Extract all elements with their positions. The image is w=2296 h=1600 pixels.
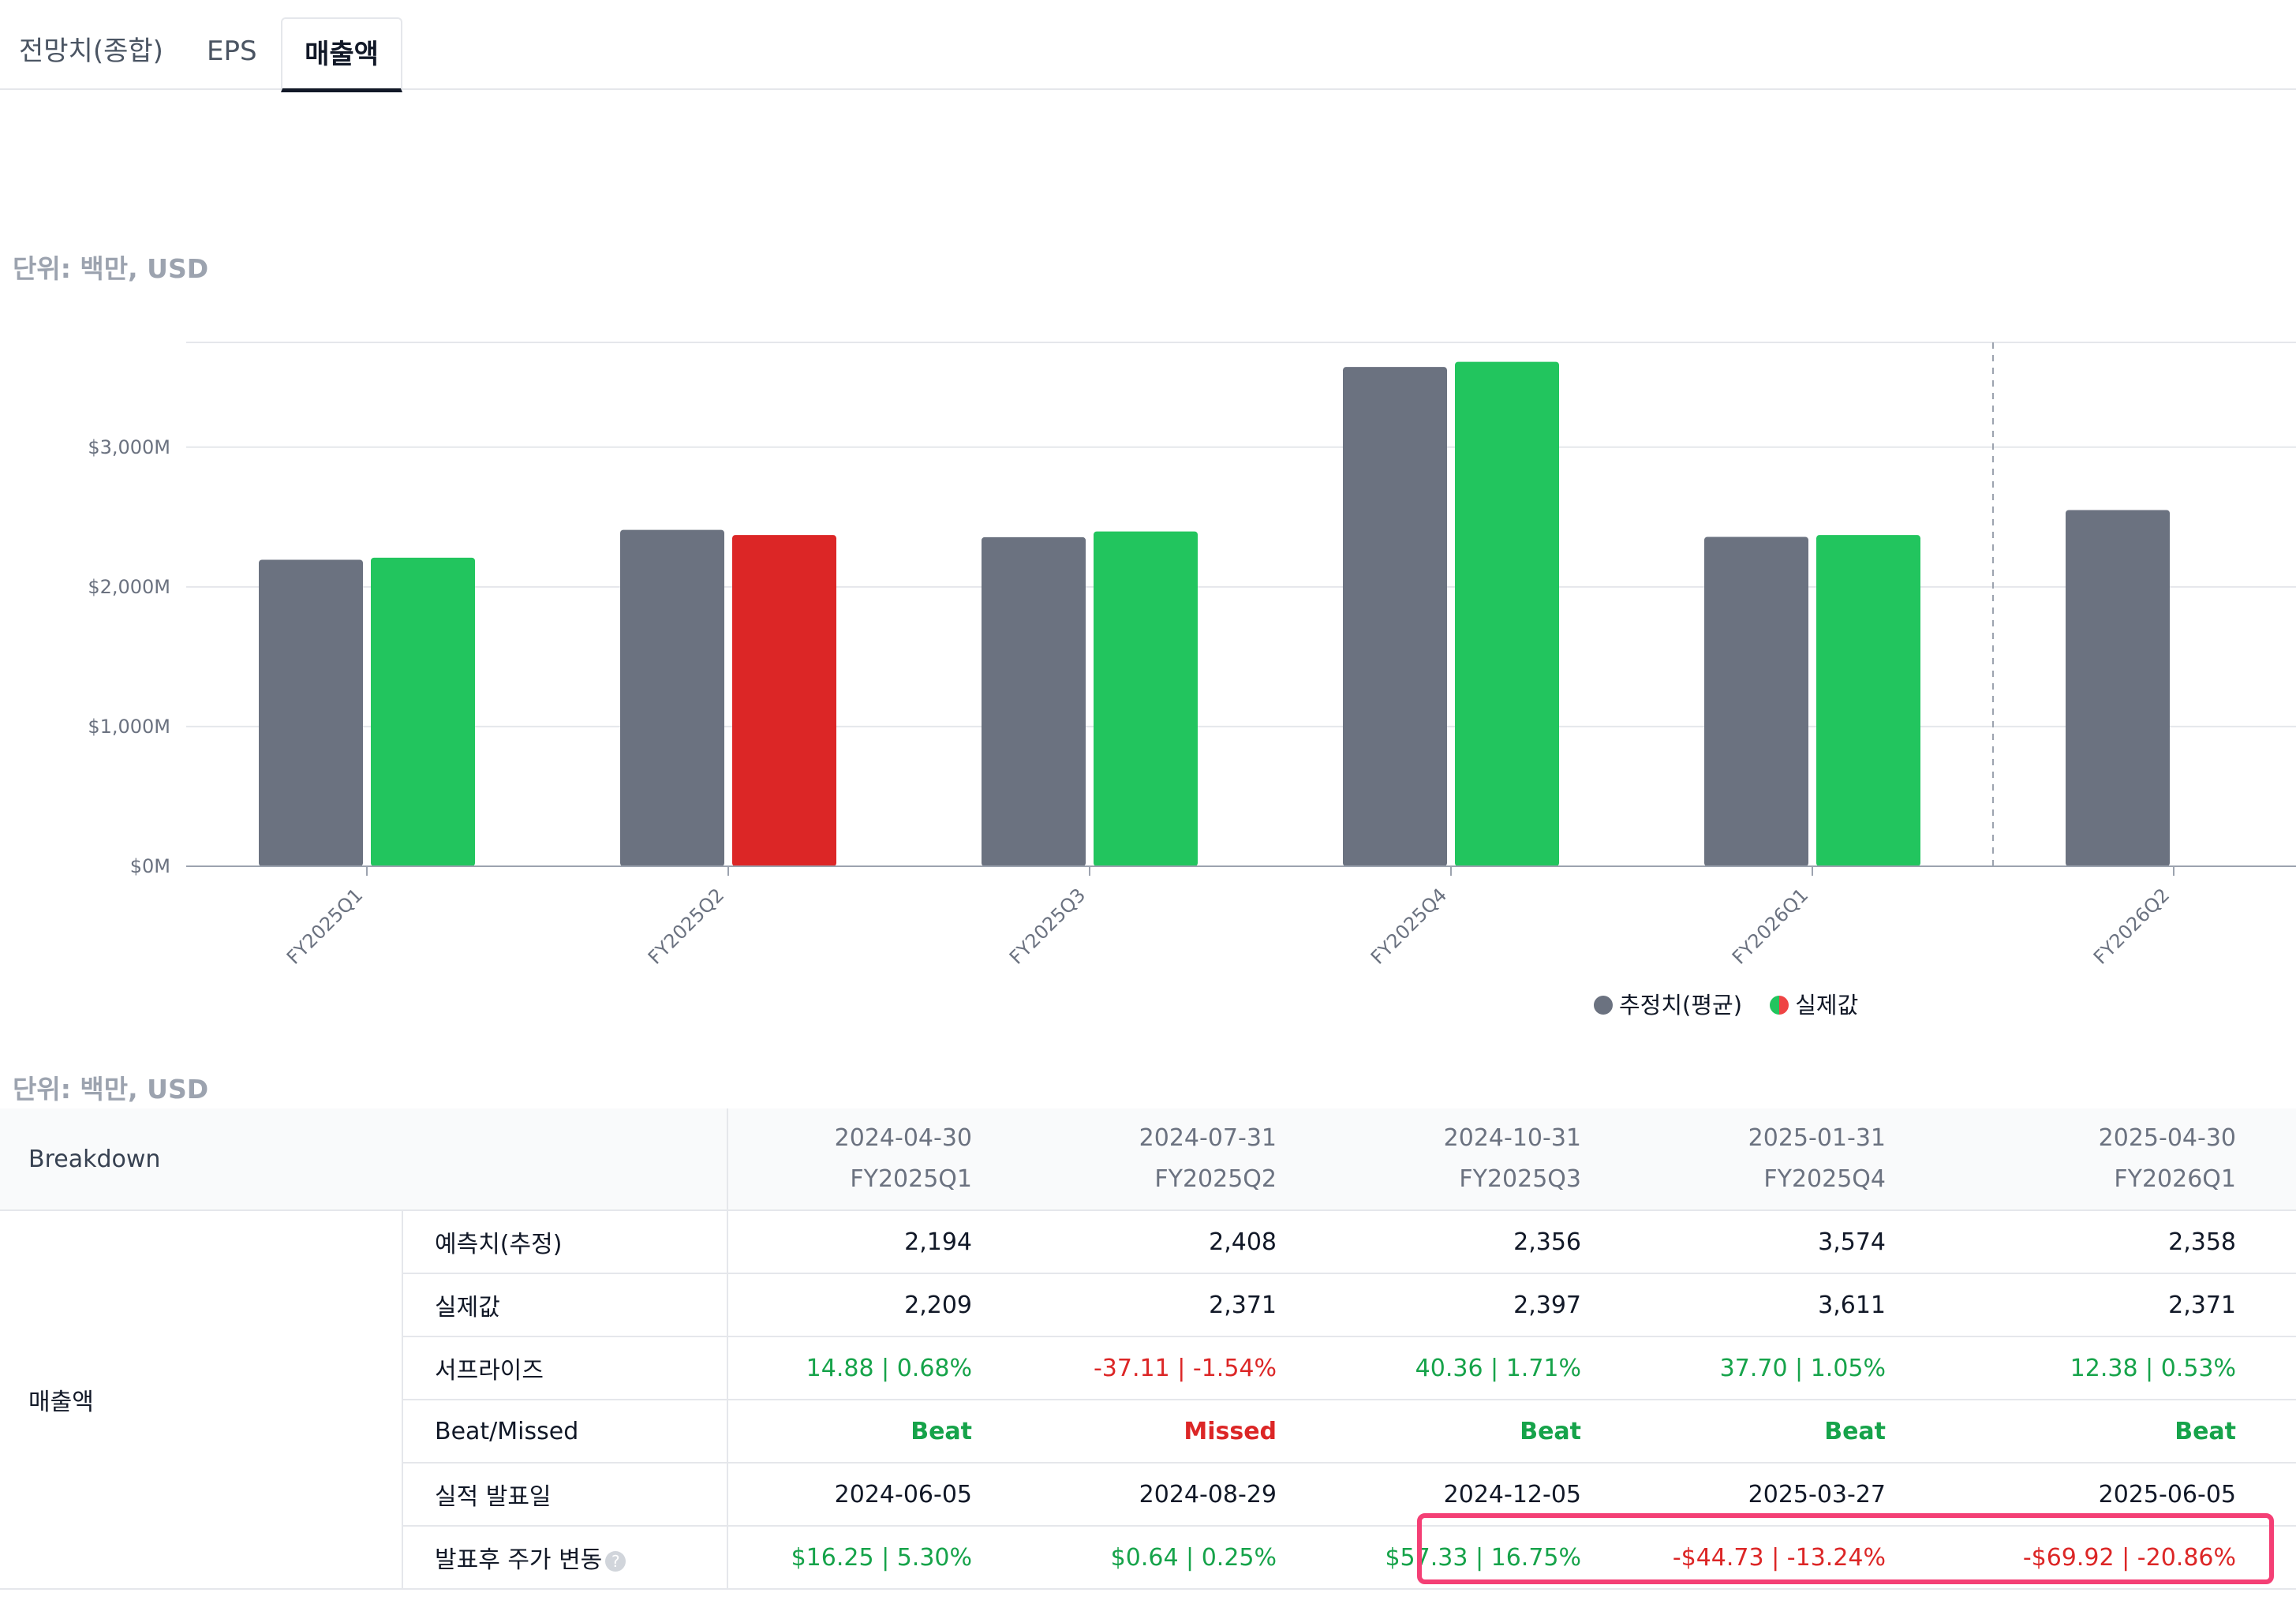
column-date: 2025-04-30	[2098, 1124, 2237, 1152]
row-label: 실제값	[402, 1273, 729, 1337]
bar-estimate	[1343, 367, 1447, 867]
table-cell: 2025-03-27	[1641, 1463, 1946, 1527]
price-change-cell: $0.64 | 0.25%	[1032, 1526, 1337, 1590]
table-row: Beat/Missed Beat Missed Beat Beat Beat	[0, 1400, 2296, 1464]
tab-eps[interactable]: EPS	[207, 36, 257, 67]
legend-item-actual[interactable]: 실제값	[1770, 989, 1858, 1021]
beat-missed-cell: Beat	[1641, 1400, 1946, 1464]
column-date: 2024-04-30	[834, 1124, 973, 1152]
y-tick-label: $1,000M	[88, 716, 170, 738]
surprise-cell: 40.36 | 1.71%	[1337, 1336, 1642, 1400]
column-header: 2024-07-31 FY2025Q2	[1032, 1108, 1337, 1211]
table-row: 매출액 예측치(추정) 2,194 2,408 2,356 3,574 2,35…	[0, 1210, 2296, 1590]
column-header: 2025-04-30 FY2026Q1	[1946, 1108, 2296, 1211]
revenue-bar-chart: $0M $1,000M $2,000M $3,000M FY2025Q1 FY2025Q2…	[88, 342, 2296, 969]
x-tick-label: FY2025Q3	[1005, 884, 1090, 968]
table-cell: 2,194	[727, 1210, 1033, 1274]
bar-estimate	[2066, 510, 2170, 866]
surprise-cell: 14.88 | 0.68%	[727, 1336, 1033, 1400]
table-cell: 2024-06-05	[727, 1463, 1033, 1527]
beat-missed-cell: Missed	[1032, 1400, 1337, 1464]
column-period: FY2025Q1	[850, 1165, 973, 1193]
price-change-cell: -$69.92 | -20.86%	[1946, 1526, 2296, 1590]
row-label: 예측치(추정)	[402, 1210, 729, 1274]
table-cell: 2,209	[727, 1273, 1033, 1337]
row-label: 실적 발표일	[402, 1463, 729, 1527]
y-tick-label: $3,000M	[88, 436, 170, 458]
legend-item-estimate[interactable]: 추정치(평균)	[1594, 989, 1742, 1021]
tab-bar: 전망치(종합) EPS 매출액	[0, 0, 2296, 92]
price-change-cell: $16.25 | 5.30%	[727, 1526, 1033, 1590]
bar-actual	[1816, 535, 1920, 866]
beat-missed-cell: Beat	[1946, 1400, 2296, 1464]
row-label: 발표후 주가 변동?	[402, 1526, 729, 1590]
table-cell: 2,371	[1946, 1273, 2296, 1337]
group-label-revenue: 매출액	[0, 1210, 403, 1590]
bar-estimate	[620, 529, 724, 866]
table-cell: 3,574	[1641, 1210, 1946, 1274]
y-tick-label: $2,000M	[88, 576, 170, 598]
table-cell: 2,408	[1032, 1210, 1337, 1274]
legend-estimate-swatch	[1594, 996, 1613, 1015]
column-date: 2024-07-31	[1139, 1124, 1277, 1152]
surprise-cell: 37.70 | 1.05%	[1641, 1336, 1946, 1400]
table-cell: 2024-08-29	[1032, 1463, 1337, 1527]
table-row: 서프라이즈 14.88 | 0.68% -37.11 | -1.54% 40.3…	[0, 1336, 2296, 1400]
table-row: 발표후 주가 변동? $16.25 | 5.30% $0.64 | 0.25% …	[0, 1526, 2296, 1590]
table-cell: 2,397	[1337, 1273, 1642, 1337]
chart-unit-label: 단위: 백만, USD	[13, 253, 209, 284]
table-cell: 2024-12-05	[1337, 1463, 1642, 1527]
column-period: FY2025Q3	[1459, 1165, 1582, 1193]
bar-actual	[371, 557, 475, 866]
x-tick-label: FY2026Q2	[2089, 884, 2174, 968]
bar-actual	[1455, 361, 1559, 866]
table-cell: 2025-06-05	[1946, 1463, 2296, 1527]
table-cell: 2,371	[1032, 1273, 1337, 1337]
price-change-cell: $57.33 | 16.75%	[1337, 1526, 1642, 1590]
legend-actual-label: 실제값	[1795, 992, 1859, 1019]
tab-forecast-summary[interactable]: 전망치(종합)	[19, 36, 163, 67]
price-change-cell: -$44.73 | -13.24%	[1641, 1526, 1946, 1590]
column-header: 2024-04-30 FY2025Q1	[727, 1108, 1033, 1211]
row-label-text: 발표후 주가 변동	[435, 1546, 603, 1574]
beat-missed-cell: Beat	[727, 1400, 1033, 1464]
bar-actual	[732, 535, 836, 866]
revenue-breakdown-table: Breakdown 2024-04-30 FY2025Q1 2024-07-31 F…	[0, 1108, 2296, 1590]
row-label: Beat/Missed	[402, 1400, 729, 1464]
column-header: 2025-01-31 FY2025Q4	[1641, 1108, 1946, 1211]
y-tick-label: $0M	[130, 855, 170, 877]
legend-estimate-label: 추정치(평균)	[1619, 992, 1743, 1019]
bar-estimate	[259, 559, 363, 866]
table-unit-label: 단위: 백만, USD	[13, 1074, 209, 1105]
column-header: 2024-10-31 FY2025Q3	[1337, 1108, 1642, 1211]
x-tick-label: FY2025Q4	[1367, 884, 1451, 968]
legend-actual-swatch	[1770, 996, 1789, 1015]
table-header-row: Breakdown 2024-04-30 FY2025Q1 2024-07-31 F…	[0, 1108, 2296, 1211]
surprise-cell: 12.38 | 0.53%	[1946, 1336, 2296, 1400]
table-cell: 2,358	[1946, 1210, 2296, 1274]
column-date: 2024-10-31	[1443, 1124, 1582, 1152]
column-period: FY2025Q4	[1763, 1165, 1887, 1193]
table-row: 실제값 2,209 2,371 2,397 3,611 2,371	[0, 1273, 2296, 1337]
surprise-cell: -37.11 | -1.54%	[1032, 1336, 1337, 1400]
chart-legend: 추정치(평균) 실제값	[1594, 989, 1879, 1021]
tab-revenue[interactable]: 매출액	[281, 17, 402, 92]
x-tick-label: FY2026Q1	[1728, 884, 1812, 968]
beat-missed-cell: Beat	[1337, 1400, 1642, 1464]
x-tick-label: FY2025Q2	[644, 884, 728, 968]
help-icon[interactable]: ?	[605, 1550, 626, 1572]
table-cell: 3,611	[1641, 1273, 1946, 1337]
bar-estimate	[1704, 536, 1808, 866]
bar-estimate	[982, 536, 1086, 866]
table-cell: 2,356	[1337, 1210, 1642, 1274]
bar-actual	[1094, 531, 1198, 866]
breakdown-header: Breakdown	[0, 1108, 729, 1211]
x-tick-label: FY2025Q1	[282, 884, 367, 968]
column-date: 2025-01-31	[1748, 1124, 1887, 1152]
row-label: 서프라이즈	[402, 1336, 729, 1400]
column-period: FY2025Q2	[1154, 1165, 1277, 1193]
column-period: FY2026Q1	[2114, 1165, 2237, 1193]
